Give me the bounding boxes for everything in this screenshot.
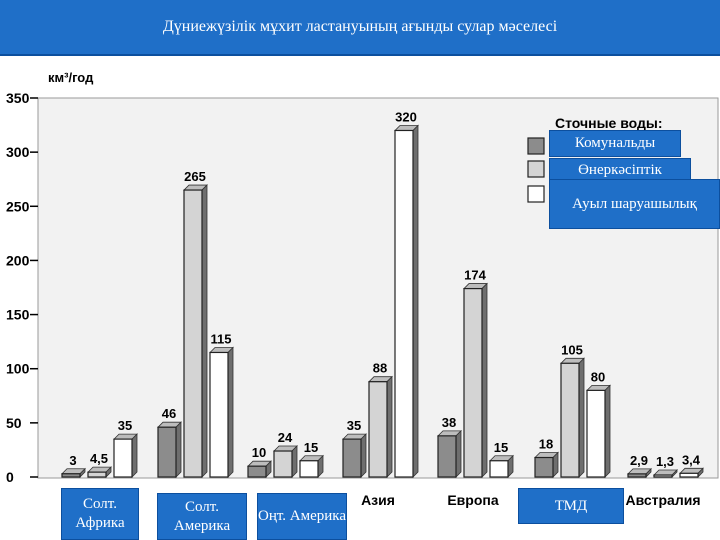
bar-value-label: 35 <box>347 418 361 433</box>
category-label-south-america: Оңт. Америка <box>257 493 347 540</box>
y-tick-label: 300 <box>6 144 30 160</box>
y-tick-label: 200 <box>6 252 30 268</box>
y-tick-label: 0 <box>6 469 14 485</box>
legend-title: Сточные воды: <box>555 115 663 131</box>
bar <box>157 426 177 478</box>
y-axis-unit: км³/год <box>48 70 94 85</box>
bar-value-label: 3,4 <box>682 452 701 467</box>
bar-side-face <box>131 433 138 478</box>
legend-label-municipal: Комунальды <box>549 130 681 157</box>
x-tick-label: Европа <box>447 492 499 508</box>
bar <box>586 389 606 478</box>
x-tick-label: Австралия <box>625 492 700 508</box>
bar-value-label: 1,3 <box>656 454 674 469</box>
legend-label-industrial: Өнеркәсіптік <box>549 158 691 182</box>
bar <box>61 473 81 478</box>
y-tick-label: 350 <box>6 90 30 106</box>
legend-label-agricultural: Ауыл шаруашылық <box>549 179 720 229</box>
bar-value-label: 174 <box>464 268 486 283</box>
bar <box>342 438 362 478</box>
bar-value-label: 3 <box>69 453 76 468</box>
category-label-cis: ТМД <box>518 488 624 524</box>
bar <box>560 362 580 478</box>
bar-value-label: 18 <box>539 437 553 452</box>
bar-value-label: 38 <box>442 415 456 430</box>
legend-swatch <box>527 160 545 178</box>
y-tick-label: 100 <box>6 361 30 377</box>
bar <box>534 456 554 478</box>
bar-side-face <box>360 433 367 478</box>
bar <box>489 460 509 478</box>
bar-side-face <box>201 184 208 478</box>
bar-side-face <box>227 346 234 478</box>
value-labels: 3 4,5 35 46 265 115 10 24 15 35 88 320 Азия 38 174 15 Ев… <box>69 109 700 508</box>
bar-side-face <box>175 421 182 478</box>
bar-series-group <box>61 124 704 478</box>
y-tick-label: 50 <box>6 415 22 431</box>
y-tick-label: 250 <box>6 198 30 214</box>
bar-value-label: 4,5 <box>90 451 108 466</box>
bar-value-label: 10 <box>252 445 266 460</box>
bar <box>87 471 107 478</box>
bar-value-label: 115 <box>211 331 232 346</box>
bar <box>394 129 414 478</box>
bar-side-face <box>386 375 393 478</box>
bar <box>183 189 203 478</box>
bar-value-label: 24 <box>278 430 293 445</box>
x-tick-label: Азия <box>361 492 395 508</box>
bar-value-label: 15 <box>304 440 318 455</box>
slide-title: Дүниежүзілік мұхит ластануының ағынды су… <box>162 18 558 35</box>
bar-side-face <box>578 357 585 478</box>
bar-value-label: 46 <box>162 406 176 421</box>
bar <box>368 381 388 478</box>
category-label-north-america: Солт. Америка <box>157 493 247 540</box>
legend-swatch <box>527 137 545 155</box>
y-tick-label: 150 <box>6 307 30 323</box>
bar-value-label: 265 <box>184 169 206 184</box>
bar <box>463 287 483 478</box>
bar-side-face <box>481 282 488 478</box>
bar <box>437 435 457 478</box>
bar-value-label: 2,9 <box>630 453 648 468</box>
bar <box>299 460 319 478</box>
bar <box>679 472 699 478</box>
category-label-north-africa: Солт. Африка <box>61 488 139 540</box>
bar <box>653 474 673 478</box>
bar <box>273 450 293 478</box>
bar-side-face <box>604 384 611 478</box>
bar-side-face <box>455 429 462 478</box>
bar-value-label: 320 <box>395 109 417 124</box>
slide-title-bar: Дүниежүзілік мұхит ластануының ағынды су… <box>0 0 720 56</box>
bar-value-label: 80 <box>591 369 605 384</box>
bar-side-face <box>412 124 419 478</box>
bar <box>113 438 133 478</box>
bar <box>209 351 229 478</box>
bar-side-face <box>291 445 298 478</box>
legend-swatch <box>527 185 545 203</box>
bar-value-label: 15 <box>494 440 508 455</box>
legend: Сточные воды: <box>527 115 663 203</box>
bar <box>247 465 267 478</box>
bar-value-label: 105 <box>561 342 583 357</box>
bar-value-label: 88 <box>373 361 387 376</box>
bar <box>627 473 647 478</box>
bar-value-label: 35 <box>118 418 132 433</box>
